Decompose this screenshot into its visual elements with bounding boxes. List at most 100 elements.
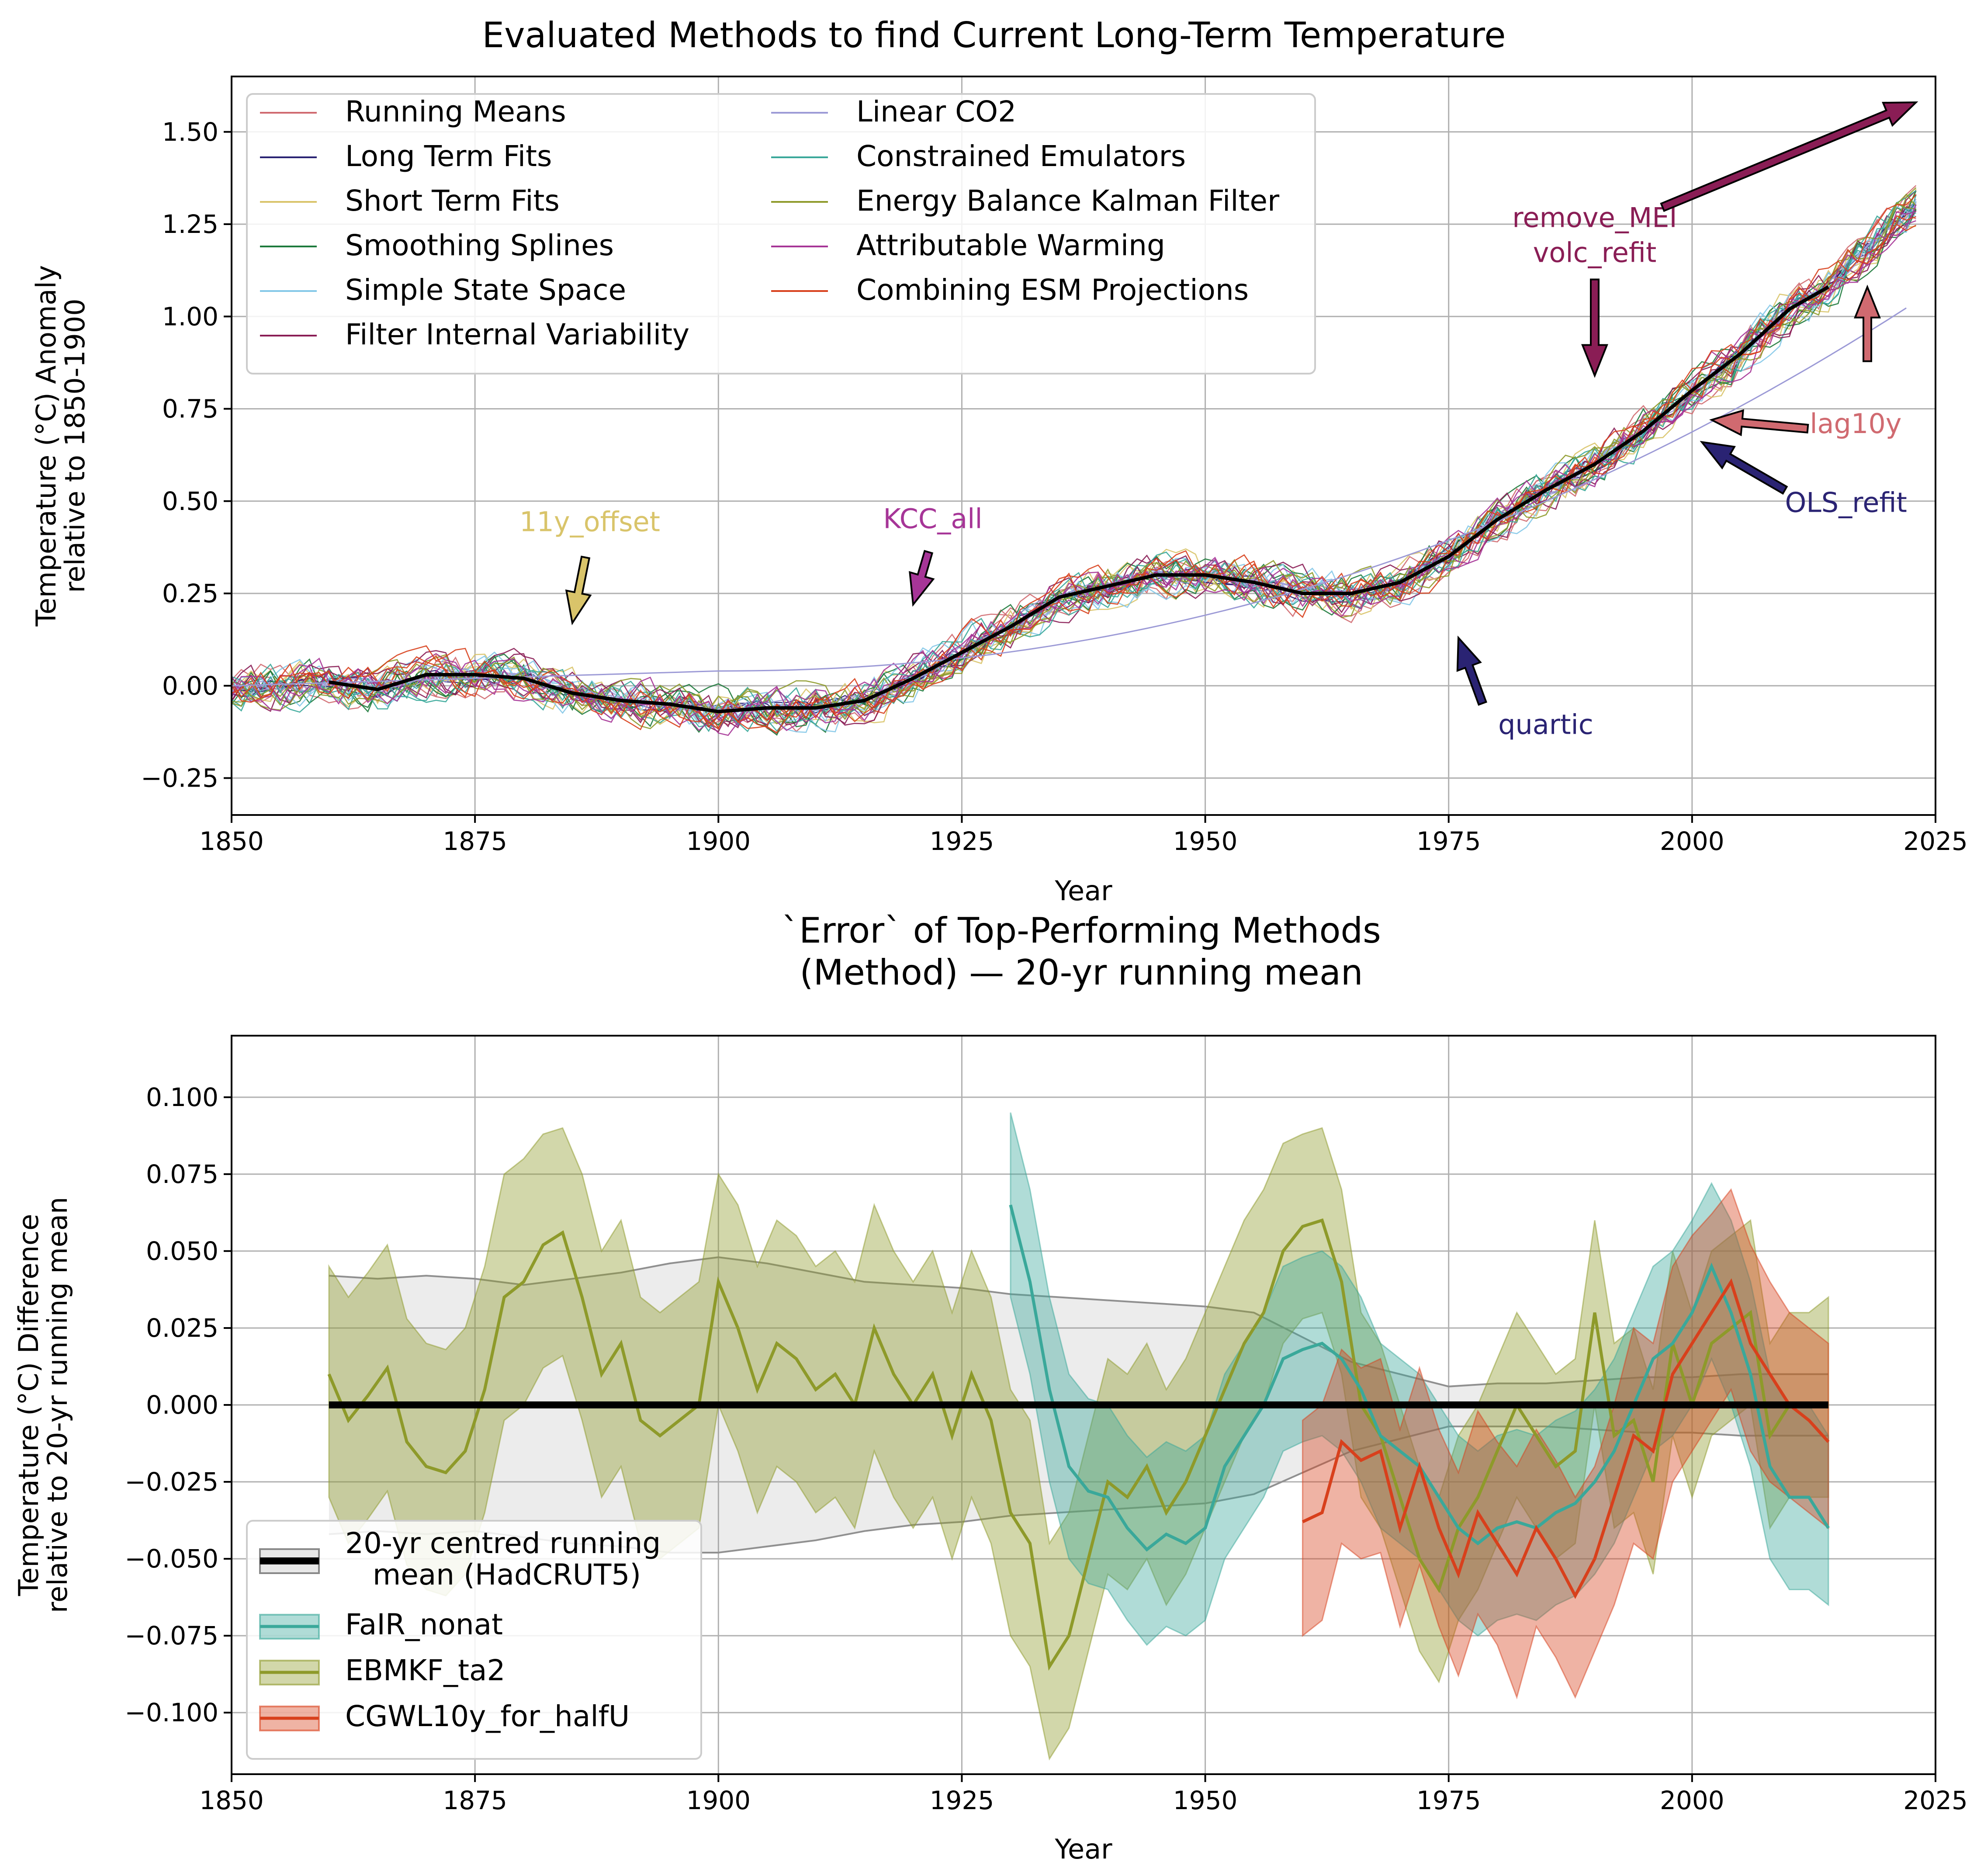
series-line [1302,1278,1830,1599]
x-tick-label: 1900 [686,826,751,856]
y-tick-label: −0.075 [125,1621,218,1651]
arrow-shape [1854,284,1881,362]
bottom-legend-box [246,1520,702,1760]
bottom-x-ticks: 1850 1875 1900 1925 1950 1975 2000 2025 [199,1774,1968,1815]
bottom-x-axis-label: Year [1054,1833,1112,1865]
y-tick-label: 0.000 [146,1390,218,1420]
y-tick-label: 0.25 [162,579,218,608]
method-line [231,207,1916,722]
annotation-label: remove_MEI volc_refit [1512,201,1677,268]
text-line: Temperature (°C) Difference [13,1214,45,1596]
text-line: CGWL10y_for_halfU [345,1699,630,1733]
arrow-shape [909,550,935,607]
y-tick-label: 0.50 [162,486,218,516]
arrow-shape [1660,101,1918,212]
arrow-shape [1456,635,1488,706]
text-line: mean (HadCRUT5) [345,1558,641,1592]
reference-line [329,285,1829,714]
legend-label: Attributable Warming [856,229,1165,262]
x-tick-label: 1975 [1416,1786,1481,1815]
top-y-axis-label: Temperature (°C) Anomalyrelative to 1850… [30,265,91,627]
text-line: OLS_refit [1785,487,1907,519]
arrow-shape [1581,278,1608,378]
annotation-arrow [1660,101,1918,212]
y-tick-label: 1.25 [162,209,218,239]
bottom-legend: 20-yr centred running mean (HadCRUT5) FaI… [246,1520,702,1760]
y-tick-label: 0.100 [146,1082,218,1112]
annotation-label: OLS_refit [1785,487,1907,519]
text-line: `Error` of Top-Performing Methods [782,910,1381,951]
legend-label: Running Means [345,95,566,128]
text-line: relative to 20-yr running mean [42,1197,73,1613]
y-tick-label: −0.25 [141,763,218,793]
x-tick-label: 2025 [1903,826,1968,856]
x-tick-label: 1925 [930,826,994,856]
x-tick-label: 1850 [199,826,264,856]
x-tick-label: 1950 [1173,1786,1238,1815]
annotation-label: lag10y [1810,408,1901,440]
x-tick-label: 2000 [1660,826,1724,856]
legend-label: Linear CO2 [856,95,1016,128]
legend-label: Long Term Fits [345,139,552,173]
y-tick-label: 0.075 [146,1159,218,1189]
annotation-arrow [565,555,592,625]
top-legend: Running Means Long Term Fits Short Term Fi… [246,93,1316,375]
top-panel: Evaluated Methods to find Current Long-T… [30,15,1968,907]
text-line: quartic [1498,708,1593,740]
top-legend-box [246,93,1316,375]
legend-label: Constrained Emulators [856,139,1186,173]
method-line [231,194,1917,729]
annotation-arrow [1700,440,1788,495]
text-line: 11y_offset [519,506,660,538]
y-tick-label: 1.50 [162,117,218,147]
y-tick-label: 0.050 [146,1236,218,1266]
bottom-panel: `Error` of Top-Performing Methods (Method… [13,910,1968,1865]
bottom-series [327,1112,1830,1761]
x-tick-label: 1925 [930,1786,994,1815]
legend-label: Simple State Space [345,273,626,307]
y-tick-label: 0.025 [146,1313,218,1343]
arrow-shape [1709,409,1809,437]
x-tick-label: 2025 [1903,1786,1968,1815]
text-line: (Method) — 20-yr running mean [800,952,1363,993]
text-line: Evaluated Methods to find Current Long-T… [482,15,1506,55]
top-y-ticks: −0.25 0.00 0.25 0.50 0.75 1.00 1.25 1.50 [141,117,232,793]
method-line [231,211,1916,721]
x-tick-label: 1875 [443,826,507,856]
legend-label: 20-yr centred running mean (HadCRUT5) [345,1526,661,1592]
bottom-chart-title: `Error` of Top-Performing Methods (Method… [782,910,1381,993]
legend-label: EBMKF_ta2 [345,1654,505,1687]
method-line [231,201,1917,733]
annotation-arrow [1581,278,1608,378]
annotation-label: 11y_offset [519,506,660,538]
x-tick-label: 1875 [443,1786,507,1815]
top-x-ticks: 1850 1875 1900 1925 1950 1975 2000 2025 [199,815,1968,856]
legend-label: FaIR_nonat [345,1608,503,1641]
x-tick-label: 1850 [199,1786,264,1815]
y-tick-label: 0.75 [162,394,218,424]
text-line: lag10y [1810,408,1901,440]
x-tick-label: 1950 [1173,826,1238,856]
legend-label: Combining ESM Projections [856,273,1249,307]
x-tick-label: 2000 [1660,1786,1724,1815]
bottom-y-ticks: −0.100 −0.075 −0.050 −0.025 0.000 0.025 0.050 0… [125,1082,232,1727]
text-line: volc_refit [1533,236,1657,268]
method-line [231,220,1916,731]
text-line: FaIR_nonat [345,1608,503,1641]
y-tick-label: −0.050 [125,1544,218,1574]
text-line: remove_MEI [1512,201,1677,233]
legend-label: CGWL10y_for_halfU [345,1699,630,1733]
text-line: 20-yr centred running [345,1526,661,1560]
x-tick-label: 1900 [686,1786,751,1815]
method-line [231,215,1916,731]
legend-label: Energy Balance Kalman Filter [856,184,1280,218]
annotation-arrow [909,550,935,607]
legend-label: Filter Internal Variability [345,318,689,351]
annotation-arrow [1456,635,1488,706]
arrow-shape [565,555,592,625]
y-tick-label: 1.00 [162,302,218,331]
series-band [1010,1112,1829,1646]
bottom-y-axis-label: Temperature (°C) Differencerelative to 2… [13,1197,73,1613]
